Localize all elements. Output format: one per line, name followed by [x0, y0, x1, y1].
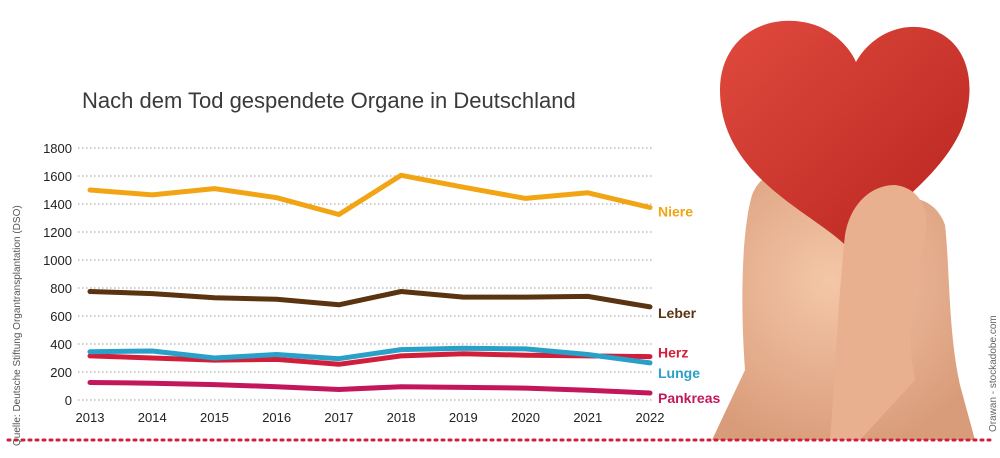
y-tick-label: 200 — [50, 365, 72, 380]
y-tick-label: 0 — [65, 393, 72, 408]
y-tick-label: 1600 — [43, 169, 72, 184]
x-tick-label: 2013 — [76, 410, 105, 425]
x-tick-label: 2022 — [636, 410, 665, 425]
chart-title: Nach dem Tod gespendete Organe in Deutsc… — [82, 88, 576, 113]
series-line-niere — [87, 172, 653, 217]
series-label-leber: Leber — [658, 305, 697, 321]
photo-credit: Orawan - stockadobe.com — [988, 315, 999, 432]
x-axis: 2013 2014 2015 2016 2017 2018 2019 2020 2021 2022 — [76, 410, 665, 425]
x-tick-label: 2019 — [449, 410, 478, 425]
y-axis: 0 200 400 600 800 1000 1200 1400 1600 1800 — [43, 141, 72, 408]
series-line-lunge — [87, 345, 653, 366]
series-label-pankreas: Pankreas — [658, 390, 720, 406]
series-labels: Niere Leber Herz Lunge Pankreas — [658, 204, 720, 407]
series-line-pankreas — [87, 380, 653, 396]
x-tick-label: 2021 — [573, 410, 602, 425]
heart-hand-photo — [712, 20, 975, 440]
y-tick-label: 400 — [50, 337, 72, 352]
thumb-shape — [830, 185, 927, 440]
series-label-herz: Herz — [658, 345, 688, 361]
y-tick-label: 600 — [50, 309, 72, 324]
x-tick-label: 2016 — [262, 410, 291, 425]
source-note: Quelle: Deutsche Stiftung Organtransplan… — [12, 205, 23, 446]
x-tick-label: 2018 — [387, 410, 416, 425]
y-tick-label: 1200 — [43, 225, 72, 240]
series-label-niere: Niere — [658, 204, 693, 220]
x-tick-label: 2015 — [200, 410, 229, 425]
y-tick-label: 1000 — [43, 253, 72, 268]
y-tick-label: 1800 — [43, 141, 72, 156]
x-tick-label: 2017 — [324, 410, 353, 425]
series-line-herz — [87, 351, 653, 367]
x-tick-label: 2014 — [138, 410, 167, 425]
y-tick-label: 1400 — [43, 197, 72, 212]
series-label-lunge: Lunge — [658, 365, 700, 381]
series-lines — [87, 172, 653, 396]
x-tick-label: 2020 — [511, 410, 540, 425]
y-tick-label: 800 — [50, 281, 72, 296]
series-line-leber — [87, 289, 653, 310]
